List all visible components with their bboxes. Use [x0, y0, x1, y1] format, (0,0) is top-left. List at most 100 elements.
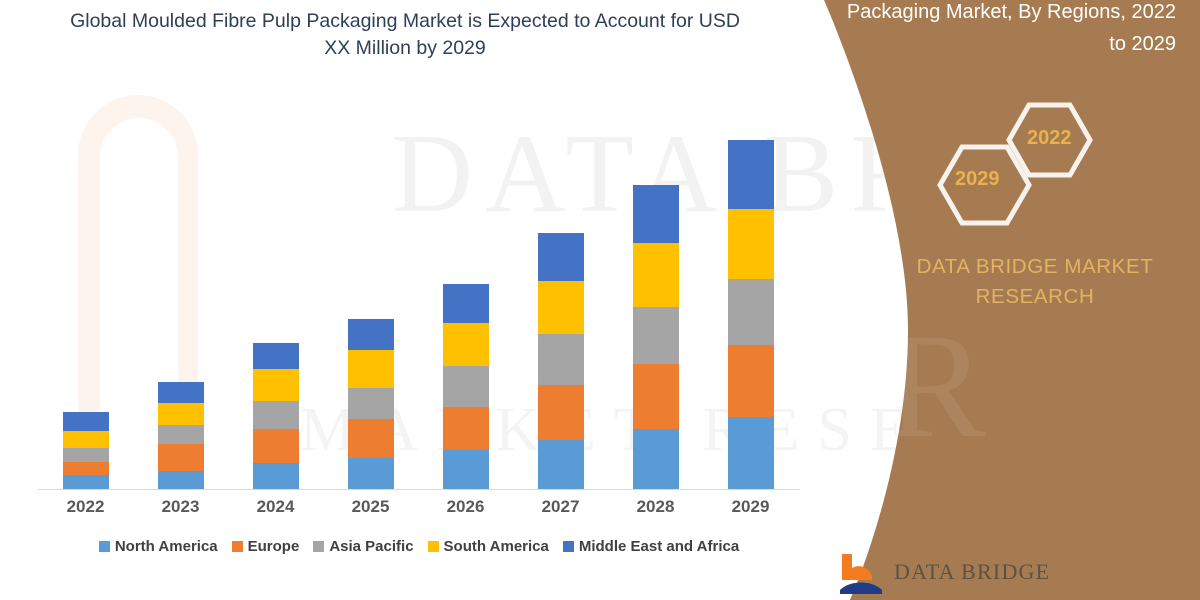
- panel-watermark-letters: BR: [790, 303, 1003, 469]
- bar-column-2025: [326, 95, 416, 489]
- bar-stack: [537, 233, 584, 489]
- hexagon-icon-2022: [1006, 102, 1093, 178]
- bar-segment-middle-east-and-africa: [252, 342, 299, 370]
- x-axis-label-2026: 2026: [446, 497, 485, 516]
- x-axis-label-2027: 2027: [541, 497, 580, 516]
- x-axis-label-2023: 2023: [161, 497, 200, 516]
- bar-segment-north-america: [347, 457, 394, 489]
- legend-item-middle-east-and-africa[interactable]: Middle East and Africa: [562, 538, 740, 555]
- bar-segment-south-america: [62, 431, 109, 449]
- bar-segment-asia-pacific: [727, 279, 774, 345]
- data-bridge-logo: DATA BRIDGE: [838, 550, 1050, 594]
- panel-title: Packaging Market, By Regions, 2022 to 20…: [826, 0, 1176, 60]
- data-bridge-logo-icon: [840, 554, 882, 594]
- legend-label: Middle East and Africa: [578, 538, 740, 555]
- panel-curved-background: [824, 0, 1200, 600]
- brand-name-line1: DATA BRIDGE MARKET: [916, 255, 1154, 278]
- bar-segment-south-america: [442, 322, 489, 367]
- bar-segment-middle-east-and-africa: [347, 318, 394, 351]
- bar-stack: [252, 342, 299, 489]
- panel-title-line2: to 2029: [1109, 33, 1176, 55]
- legend-label: North America: [114, 538, 218, 555]
- bar-segment-south-america: [157, 402, 204, 426]
- bar-stack: [442, 284, 489, 489]
- chart-title: Global Moulded Fibre Pulp Packaging Mark…: [70, 10, 740, 59]
- legend-label: South America: [443, 538, 549, 555]
- bar-segment-middle-east-and-africa: [442, 284, 489, 323]
- bar-column-2027: [516, 95, 606, 489]
- bar-segment-asia-pacific: [537, 333, 584, 385]
- bar-segment-north-america: [62, 474, 109, 489]
- x-axis-label-2024: 2024: [256, 497, 295, 516]
- bar-column-2024: [231, 95, 321, 489]
- bar-segment-south-america: [632, 242, 679, 308]
- bar-segment-middle-east-and-africa: [157, 381, 204, 403]
- legend-label: Europe: [247, 538, 300, 555]
- bar-segment-middle-east-and-africa: [62, 411, 109, 432]
- legend-item-asia-pacific[interactable]: Asia Pacific: [313, 538, 414, 555]
- bar-segment-europe: [537, 384, 584, 441]
- bar-segment-north-america: [157, 470, 204, 489]
- bar-segment-europe: [442, 406, 489, 451]
- bar-stack: [157, 381, 204, 489]
- bar-segment-south-america: [537, 281, 584, 334]
- bar-segment-middle-east-and-africa: [632, 184, 679, 243]
- legend-swatch-icon: [98, 541, 110, 552]
- chart-legend: North America Europe Asia Pacific South Ame…: [38, 538, 800, 555]
- x-axis-tick-labels: 2022 2023 2024 2025 2026 2027 2028 2029: [38, 497, 798, 517]
- bar-segment-asia-pacific: [442, 366, 489, 407]
- bar-column-2026: [421, 95, 511, 489]
- brand-name: DATA BRIDGE MARKET RESEARCH: [880, 252, 1190, 312]
- legend-swatch-icon: [427, 541, 439, 552]
- branding-panel: BR: [790, 0, 1200, 600]
- bar-segment-europe: [157, 444, 204, 471]
- x-axis-label-2029: 2029: [731, 497, 770, 516]
- bar-segment-europe: [632, 364, 679, 430]
- legend-swatch-icon: [562, 541, 574, 552]
- bar-segment-middle-east-and-africa: [727, 140, 774, 209]
- hexagon-label-2022: 2022: [1027, 127, 1072, 149]
- bar-segment-europe: [252, 429, 299, 463]
- bar-segment-south-america: [727, 209, 774, 279]
- x-axis-label-2025: 2025: [351, 497, 390, 516]
- legend-label: Asia Pacific: [329, 538, 414, 555]
- bar-column-2022: [41, 95, 131, 489]
- bar-column-2023: [136, 95, 226, 489]
- stacked-bar-series-group: [38, 95, 798, 489]
- legend-item-europe[interactable]: Europe: [231, 538, 300, 555]
- bar-segment-asia-pacific: [252, 400, 299, 430]
- bar-segment-north-america: [537, 440, 584, 489]
- bar-stack: [62, 411, 109, 489]
- panel-title-line1: Packaging Market, By Regions, 2022: [846, 1, 1176, 23]
- bar-stack: [347, 318, 394, 489]
- bar-segment-europe: [62, 461, 109, 475]
- bar-segment-asia-pacific: [157, 425, 204, 445]
- legend-swatch-icon: [231, 541, 243, 552]
- hexagon-label-2029: 2029: [955, 168, 1000, 190]
- bar-segment-europe: [727, 344, 774, 417]
- background-watermark-shape-inner: [100, 118, 178, 418]
- bar-segment-asia-pacific: [632, 307, 679, 365]
- logo-text: DATA BRIDGE: [894, 559, 1051, 584]
- bar-column-2028: [611, 95, 701, 489]
- bar-stack: [727, 140, 774, 489]
- bar-stack: [632, 184, 679, 489]
- bar-segment-asia-pacific: [347, 387, 394, 420]
- bar-segment-south-america: [252, 369, 299, 401]
- x-axis-label-2028: 2028: [636, 497, 675, 516]
- bar-segment-north-america: [727, 416, 774, 489]
- bar-segment-north-america: [252, 462, 299, 489]
- bar-segment-middle-east-and-africa: [537, 233, 584, 282]
- bar-segment-north-america: [442, 450, 489, 489]
- legend-item-south-america[interactable]: South America: [427, 538, 549, 555]
- bar-segment-north-america: [632, 429, 679, 489]
- x-axis-label-2022: 2022: [66, 497, 105, 516]
- brand-name-line2: RESEARCH: [975, 285, 1095, 308]
- bar-segment-asia-pacific: [62, 448, 109, 462]
- legend-item-north-america[interactable]: North America: [98, 538, 218, 555]
- bar-segment-europe: [347, 419, 394, 458]
- x-axis-line: [38, 489, 800, 490]
- legend-swatch-icon: [313, 541, 325, 552]
